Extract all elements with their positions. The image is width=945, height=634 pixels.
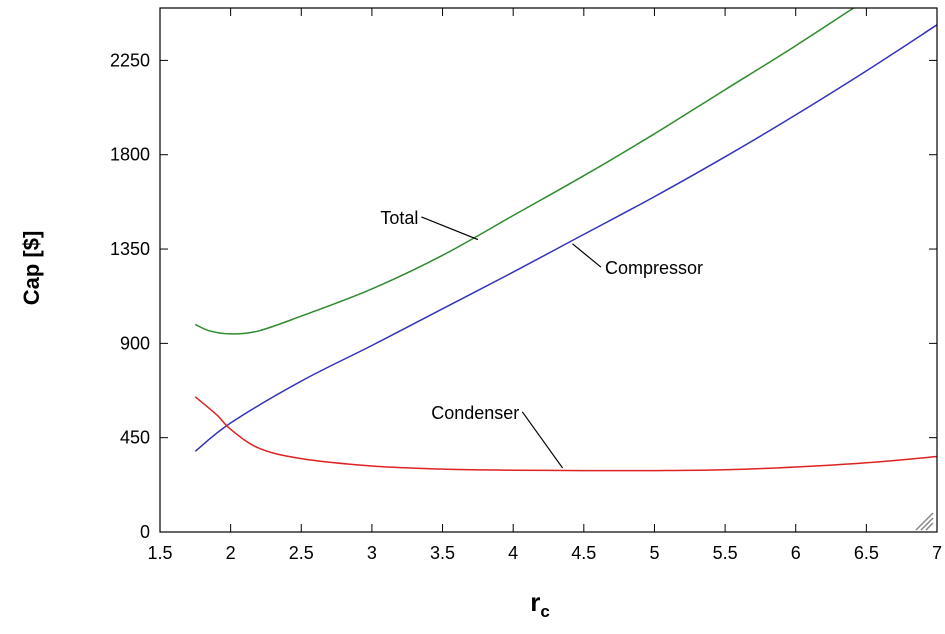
x-tick-label: 5.5 <box>713 543 738 563</box>
x-tick-label: 2 <box>226 543 236 563</box>
annotation-leader-line <box>572 243 602 268</box>
series-line-condenser <box>194 396 937 472</box>
x-tick-label: 2.5 <box>289 543 314 563</box>
x-tick-label: 4.5 <box>571 543 596 563</box>
y-tick-label: 0 <box>140 522 150 542</box>
plot-area-frame <box>159 7 938 533</box>
y-tick-label: 1350 <box>110 239 150 259</box>
curves-layer <box>194 8 937 472</box>
annotations-layer: Total Compressor Condenser <box>380 208 703 469</box>
series-line-total <box>194 8 855 335</box>
y-tick-label: 1800 <box>110 145 150 165</box>
annotation-leader-line <box>421 216 479 241</box>
x-axis-label-main: r <box>530 587 540 617</box>
annotation-label: Total <box>380 208 418 228</box>
x-axis-label-subscript: c <box>540 602 549 621</box>
annotation-label: Compressor <box>605 258 703 278</box>
annotation-leader-line <box>521 411 564 469</box>
resize-grip-icon <box>915 512 934 531</box>
series-line-compressor <box>194 24 937 452</box>
x-tick-label: 3.5 <box>430 543 455 563</box>
x-tick-label: 6 <box>791 543 801 563</box>
y-tick-label: 450 <box>120 428 150 448</box>
y-tick-label: 900 <box>120 333 150 353</box>
x-tick-label: 6.5 <box>854 543 879 563</box>
x-tick-label: 7 <box>932 543 942 563</box>
x-tick-label: 4 <box>508 543 518 563</box>
x-tick-label: 1.5 <box>147 543 172 563</box>
x-axis-label: rc <box>530 587 550 621</box>
y-tick-label: 2250 <box>110 50 150 70</box>
x-tick-label: 3 <box>367 543 377 563</box>
y-axis-ticks: 0 450 900 1350 1800 2250 <box>110 50 937 542</box>
annotation-label: Condenser <box>431 403 519 423</box>
y-axis-label: Cap [$] <box>19 231 44 306</box>
x-axis-ticks: 1.5 2 2.5 3 3.5 4 4.5 5 5.5 6 6.5 7 <box>147 8 942 563</box>
x-tick-label: 5 <box>649 543 659 563</box>
